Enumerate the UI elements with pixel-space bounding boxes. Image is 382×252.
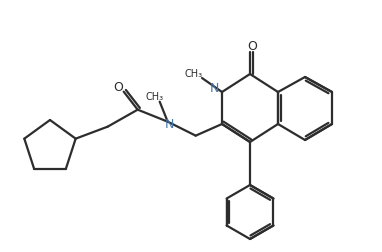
- Text: N: N: [209, 81, 219, 94]
- Text: CH₃: CH₃: [146, 92, 164, 102]
- Text: O: O: [114, 81, 124, 94]
- Text: N: N: [165, 118, 174, 131]
- Text: O: O: [247, 40, 257, 52]
- Text: CH₃: CH₃: [185, 69, 203, 79]
